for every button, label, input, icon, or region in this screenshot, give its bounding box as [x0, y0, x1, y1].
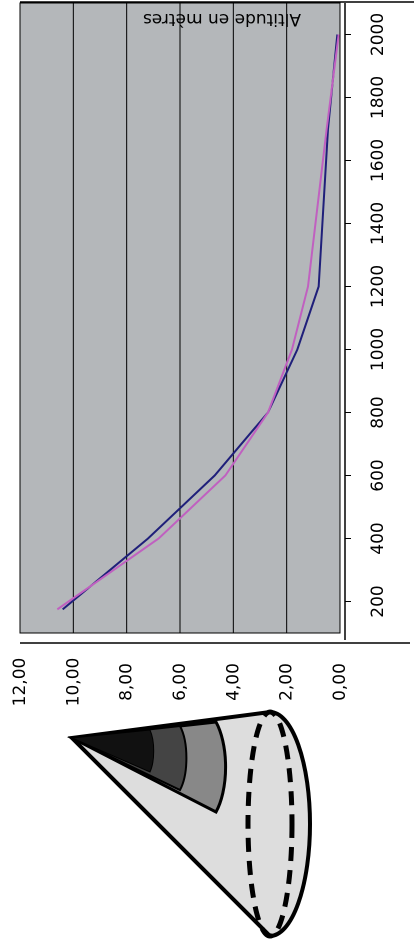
x-tick-label: 2000 [368, 13, 388, 56]
x-tick-label: 800 [368, 396, 388, 428]
x-tick-label: 1600 [368, 139, 388, 182]
y-tick-label: 4,00 [223, 663, 243, 701]
y-tick-label: 0,00 [330, 663, 350, 701]
cone-illustration [66, 709, 312, 939]
x-tick-label: 1800 [368, 76, 388, 119]
x-tick-label: 1000 [368, 328, 388, 371]
x-tick-label: 1200 [368, 265, 388, 308]
y-tick-label: 6,00 [170, 663, 190, 701]
chart-title: Altitude en mètres [143, 9, 301, 29]
y-tick-label: 10,00 [63, 658, 83, 707]
y-tick-label: 12,00 [10, 658, 30, 707]
x-tick-label: 400 [368, 522, 388, 554]
y-tick-label: 2,00 [277, 663, 297, 701]
series-line [56, 34, 340, 611]
series-line [62, 34, 339, 611]
x-tick-label: 1400 [368, 202, 388, 245]
x-tick-label: 200 [368, 585, 388, 617]
x-tick-label: 600 [368, 459, 388, 491]
y-tick-label: 8,00 [117, 663, 137, 701]
